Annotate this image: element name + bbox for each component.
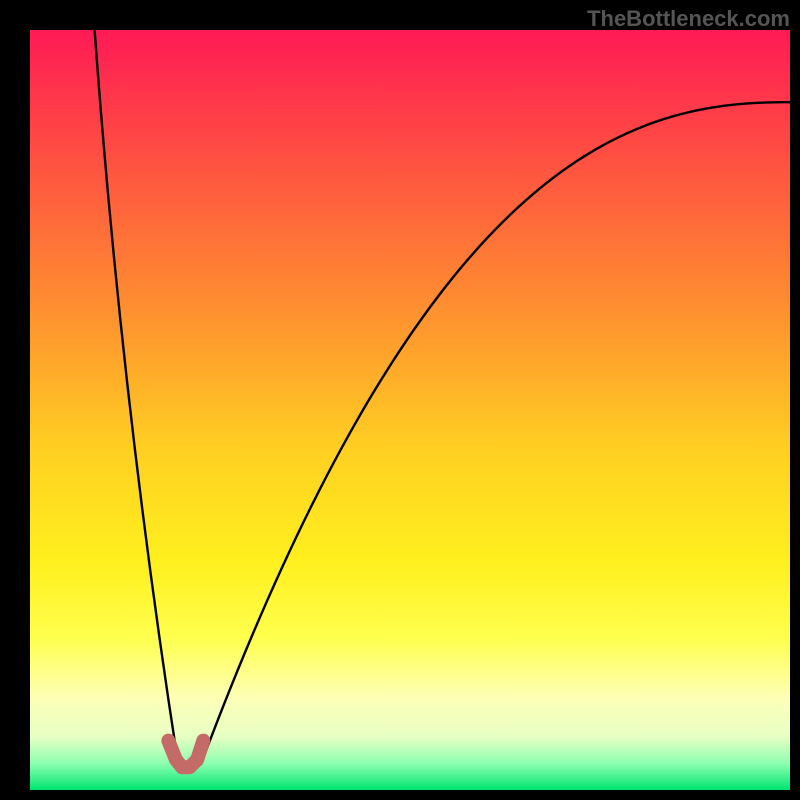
gradient-background <box>30 30 790 790</box>
plot-area <box>30 30 790 790</box>
plot-svg <box>30 30 790 790</box>
watermark-text: TheBottleneck.com <box>587 6 790 32</box>
chart-container: TheBottleneck.com <box>0 0 800 800</box>
